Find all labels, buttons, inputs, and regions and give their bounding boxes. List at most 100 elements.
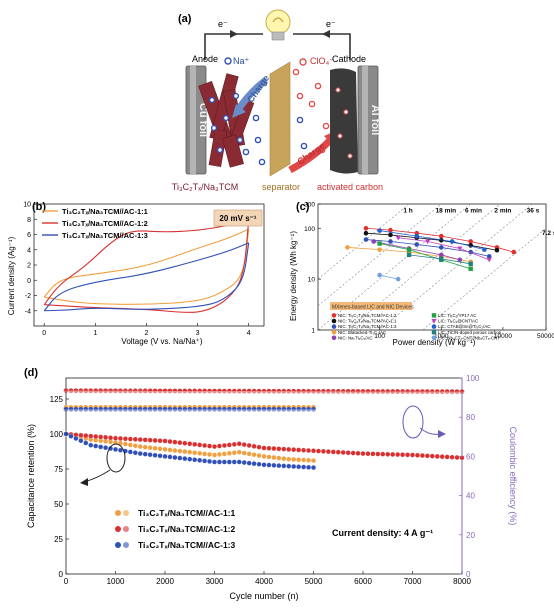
ragone-point [406,252,412,258]
efficiency-point-top [137,406,143,410]
efficiency-point-top [281,388,287,392]
efficiency-point-top [118,388,123,391]
retention-point [256,461,262,467]
efficiency-point-top [330,389,336,392]
electrolyte-clo4-ions [292,68,330,154]
retention-point [291,463,297,470]
ragone-point [388,239,393,244]
time-line-label: 2 min [494,207,511,214]
retention-point [197,442,203,448]
cycling-x-axis-label: Cycle number (n) [229,591,298,601]
efficiency-point-top [162,405,168,408]
retention-highlight-ellipse [106,443,126,473]
efficiency-point-bottom [192,409,198,412]
ragone-series-line [373,241,460,261]
ragone-y-axis-label: Energy density (Wh kg⁻¹) [289,231,298,321]
efficiency-point-top [187,388,193,392]
efficiency-point-top [142,405,148,408]
efficiency-point-bottom [212,391,217,394]
cv-x-tick-label: 3 [196,330,200,337]
activated-carbon-block [330,68,358,174]
efficiency-point-top [182,406,188,410]
efficiency-point-bottom [152,390,158,394]
ragone-point [395,235,401,241]
retention-point [98,434,104,440]
retention-point [152,445,158,451]
efficiency-point-top [306,388,311,392]
efficiency-point-top [192,406,198,410]
efficiency-point-top [340,389,346,392]
ragone-y-tick-label: 300 [304,202,315,209]
retention-point [231,441,237,447]
anode-label: Anode [192,54,218,64]
retention-point [187,449,193,455]
ragone-legend-label: LIC: TiC/N-doped porous carbon [438,330,502,335]
retention-point [310,465,317,471]
efficiency-point-bottom [271,409,277,412]
efficiency-point-top [162,406,168,410]
efficiency-point-top [261,405,267,408]
panel-d-label: (d) [24,367,38,379]
efficiency-point-top [306,405,311,408]
retention-point [211,452,218,458]
efficiency-point-top [177,405,183,408]
retention-point [266,462,272,468]
cv-y-tick-label: 2 [27,263,31,270]
ragone-point [395,276,401,282]
efficiency-point-bottom [301,391,306,394]
ragone-point [414,242,420,247]
cycling-legend: Ti₃C₂Tₓ/Na₃TCM//AC-1:1 Ti₃C₂Tₓ/Na₃TCM//AC… [115,508,236,550]
cathode-label: Cathode [332,54,366,64]
retention-point [251,443,257,449]
efficiency-point-bottom [405,391,410,394]
al-foil-label: Al foil [369,105,381,136]
ragone-point [438,252,444,258]
retention-point [177,455,183,461]
efficiency-point-bottom [98,390,104,394]
efficiency-point-top [345,389,351,392]
efficiency-point-top [395,389,401,392]
efficiency-point-bottom [113,409,118,412]
ragone-point [363,230,369,236]
ragone-legend-label: NIC: Blatacked-Ti₃C₂/AC [338,330,386,335]
efficiency-point-top [78,405,84,408]
efficiency-point-top [103,388,108,391]
cycling-legend-label: Ti₃C₂Tₓ/Na₃TCM//AC-1:3 [138,540,236,550]
efficiency-arrow [419,427,441,435]
retention-point [266,445,272,451]
efficiency-point-bottom [147,390,153,394]
panel-a-label: (a) [178,13,192,25]
cathode-material-label: activated carbon [317,182,383,192]
efficiency-point-top [350,389,356,392]
efficiency-point-bottom [108,390,113,394]
retention-point [137,437,143,443]
anode-material-label: Ti₃C₂Tₓ/Na₃TCM [172,182,238,192]
efficiency-point-bottom [444,391,450,395]
efficiency-point-top [434,389,440,392]
ragone-point [388,232,393,238]
retention-point [256,453,262,459]
efficiency-point-bottom [162,409,168,412]
retention-point [291,456,297,463]
retention-point [127,442,133,448]
efficiency-point-bottom [360,391,366,394]
efficiency-point-bottom [390,391,396,394]
efficiency-point-bottom [370,391,376,394]
retention-point [162,446,168,452]
retention-point [276,446,282,452]
ragone-x-tick-label: 10000 [494,333,512,340]
efficiency-point-top [132,388,138,391]
cu-foil: Cu foil [185,65,209,175]
efficiency-point-bottom [167,409,173,412]
efficiency-point-top [311,405,316,408]
efficiency-point-bottom [202,409,207,412]
cycling-x-tick-label: 1000 [107,577,125,586]
retention-point [271,462,277,468]
efficiency-point-bottom [251,391,257,394]
ragone-point [438,233,444,239]
efficiency-arrowhead [438,430,446,438]
cycling-x-tick-label: 6000 [354,577,372,586]
efficiency-y-tick-label: 40 [466,492,475,501]
efficiency-point-top [311,388,316,392]
efficiency-point-top [291,405,297,408]
